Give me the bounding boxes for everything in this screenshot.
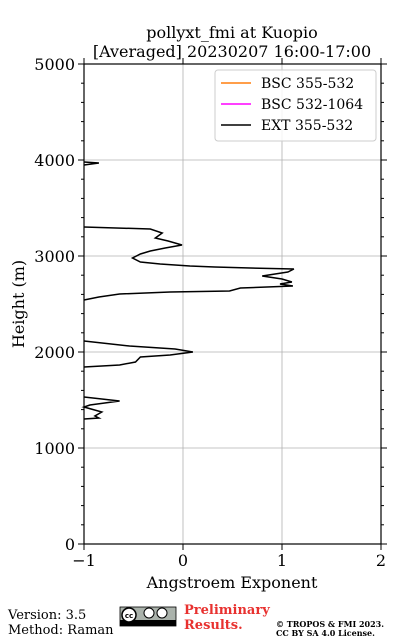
- method: Method: Raman: [8, 623, 114, 638]
- legend-box: [214, 69, 377, 142]
- x-tick-label: 0: [178, 551, 188, 570]
- y-tick-label: 4000: [34, 151, 75, 170]
- license: CC BY SA 4.0 License.: [276, 628, 375, 638]
- y-tick-label: 0: [65, 535, 75, 554]
- x-tick-label: 1: [277, 551, 287, 570]
- legend-label: BSC 532-1064: [261, 97, 363, 113]
- version: Version: 3.5: [7, 608, 86, 623]
- y-tick-label: 3000: [34, 247, 75, 266]
- profile-line: [81, 161, 295, 420]
- status-line-1: Preliminary Results.: [184, 603, 270, 633]
- chart-title: pollyxt_fmi at Kuopio: [146, 23, 317, 42]
- y-tick-label: 2000: [34, 343, 75, 362]
- svg-text:cc: cc: [125, 612, 133, 620]
- x-tick-label: −1: [72, 551, 96, 570]
- legend-label: EXT 355-532: [261, 118, 353, 134]
- x-axis-label: Angstroem Exponent: [146, 573, 318, 592]
- legend-label: BSC 355-532: [261, 76, 354, 92]
- y-tick-label: 1000: [34, 439, 75, 458]
- copyright: © TROPOS & FMI 2023.: [276, 619, 384, 629]
- x-tick-label: 2: [376, 551, 386, 570]
- plot-frame: [83, 63, 382, 545]
- cc-logo: cc: [119, 606, 177, 627]
- y-axis-label: Height (m): [9, 260, 28, 348]
- chart-subtitle: [Averaged] 20230207 16:00-17:00: [93, 42, 371, 61]
- y-tick-label: 5000: [34, 55, 75, 74]
